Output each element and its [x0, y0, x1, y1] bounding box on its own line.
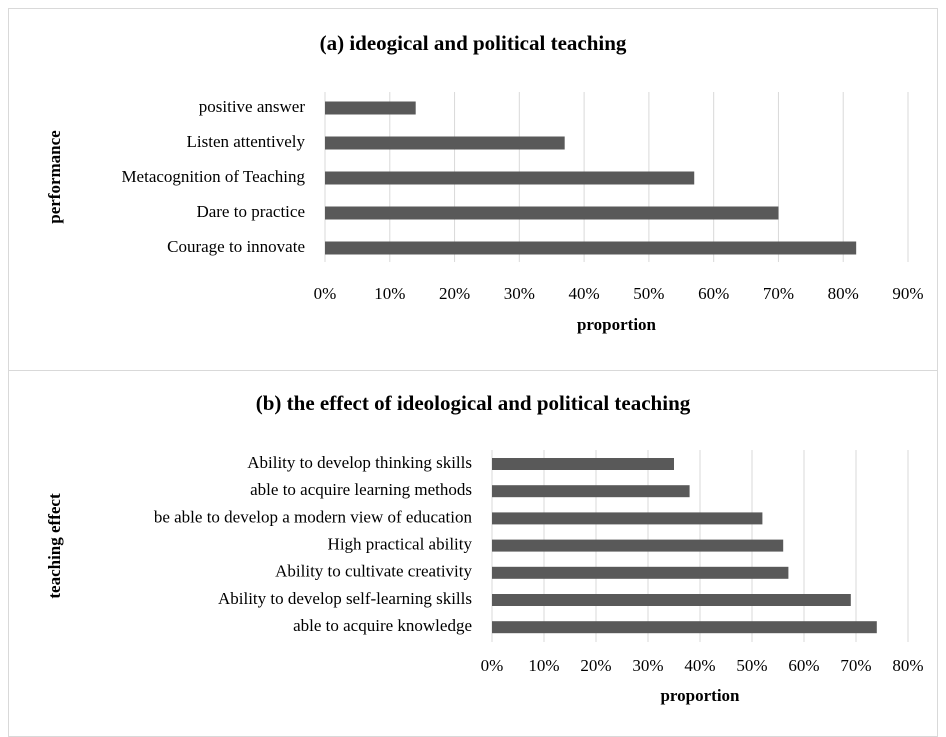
y-axis-title: performance	[45, 130, 64, 224]
x-tick-label: 20%	[580, 656, 611, 675]
x-tick-label: 60%	[788, 656, 819, 675]
bar	[492, 512, 763, 525]
x-tick-label: 0%	[314, 284, 337, 303]
bar	[325, 206, 779, 220]
x-tick-label: 60%	[698, 284, 729, 303]
y-tick-label: Courage to innovate	[167, 237, 305, 256]
x-tick-label: 70%	[763, 284, 794, 303]
y-tick-label: be able to develop a modern view of educ…	[154, 507, 473, 526]
y-tick-label: Listen attentively	[187, 132, 306, 151]
x-tick-label: 90%	[892, 284, 923, 303]
x-tick-label: 0%	[481, 656, 504, 675]
chart-title: (a) ideogical and political teaching	[320, 31, 627, 55]
x-tick-label: 40%	[569, 284, 600, 303]
y-tick-label: Dare to practice	[196, 202, 305, 221]
x-axis-title: proportion	[660, 686, 740, 705]
y-tick-label: Ability to develop self-learning skills	[218, 589, 472, 608]
bar	[492, 539, 784, 552]
chart-title: (b) the effect of ideological and politi…	[256, 391, 691, 415]
x-tick-label: 40%	[684, 656, 715, 675]
x-tick-label: 50%	[736, 656, 767, 675]
bar	[492, 621, 877, 634]
y-tick-label: Ability to cultivate creativity	[275, 562, 472, 581]
x-tick-label: 30%	[632, 656, 663, 675]
bar	[325, 101, 416, 115]
panel-border	[8, 370, 938, 737]
bar	[492, 458, 674, 470]
x-tick-label: 10%	[374, 284, 405, 303]
y-tick-label: Ability to develop thinking skills	[247, 453, 472, 472]
x-tick-label: 80%	[828, 284, 859, 303]
bar	[492, 594, 851, 606]
x-tick-label: 10%	[528, 656, 559, 675]
bar	[492, 485, 690, 498]
x-tick-label: 50%	[633, 284, 664, 303]
x-axis-title: proportion	[577, 315, 657, 334]
bar	[325, 241, 857, 255]
panel-border	[8, 8, 938, 371]
x-tick-label: 20%	[439, 284, 470, 303]
y-tick-label: able to acquire learning methods	[250, 480, 472, 499]
x-tick-label: 70%	[840, 656, 871, 675]
y-tick-label: able to acquire knowledge	[293, 616, 472, 635]
x-tick-label: 30%	[504, 284, 535, 303]
y-tick-label: positive answer	[199, 97, 306, 116]
y-tick-label: High practical ability	[328, 535, 473, 554]
bar	[325, 136, 565, 150]
y-axis-title: teaching effect	[45, 493, 64, 599]
bar	[325, 171, 695, 185]
y-tick-label: Metacognition of Teaching	[121, 167, 305, 186]
x-tick-label: 80%	[892, 656, 923, 675]
bar	[492, 566, 789, 579]
